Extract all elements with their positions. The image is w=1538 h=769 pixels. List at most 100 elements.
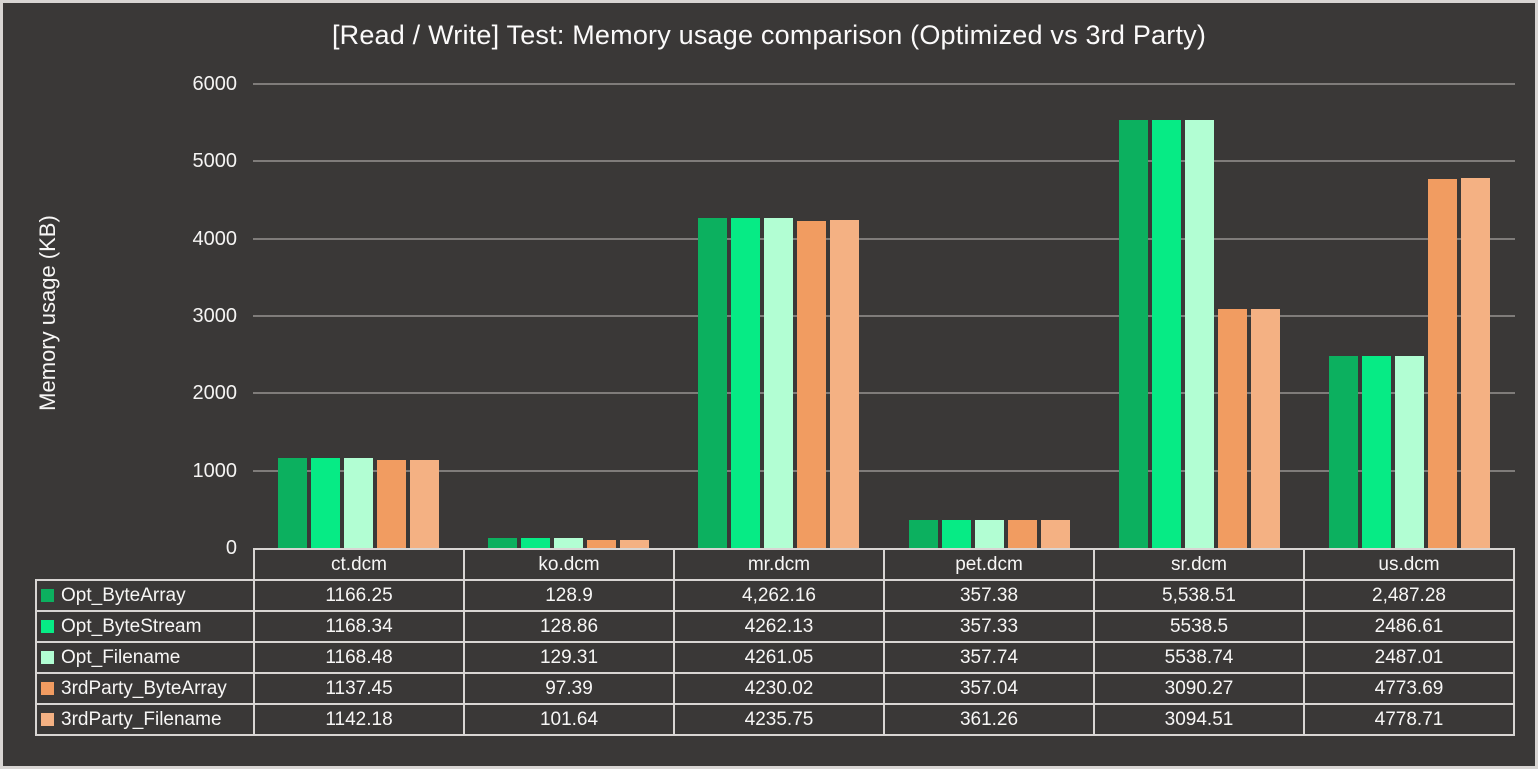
- table-header-sr.dcm: sr.dcm: [1093, 548, 1305, 581]
- bar-group-mr.dcm: [674, 84, 884, 548]
- data-table: ct.dcm ko.dcm mr.dcm pet.dcm sr.dcm us.dcm Opt…: [35, 548, 1515, 736]
- table-cell: 5,538.51: [1093, 579, 1305, 612]
- table-cell: 4262.13: [673, 610, 885, 643]
- bar-Opt_ByteArray-sr.dcm: [1118, 120, 1148, 548]
- table-row: 3rdParty_ByteArray 1137.45 97.39 4230.02 357…: [35, 672, 1515, 705]
- bar-Opt_ByteArray-pet.dcm: [908, 520, 938, 548]
- series-name: Opt_ByteStream: [61, 615, 202, 637]
- bar-3rdParty_ByteArray-us.dcm: [1428, 179, 1458, 548]
- legend-row-label: 3rdParty_ByteArray: [35, 672, 255, 705]
- bar-Opt_ByteStream-us.dcm: [1362, 356, 1392, 548]
- legend-row-label: Opt_Filename: [35, 641, 255, 674]
- legend-marker-icon: [41, 619, 54, 633]
- y-tick-label: 6000: [192, 73, 238, 95]
- series-name: 3rdParty_Filename: [61, 708, 222, 730]
- gridline: [253, 315, 1515, 317]
- legend-marker-icon: [41, 650, 54, 664]
- legend-marker-icon: [41, 681, 54, 695]
- bar-Opt_ByteStream-sr.dcm: [1151, 120, 1181, 548]
- table-header-pet.dcm: pet.dcm: [883, 548, 1095, 581]
- table-header-mr.dcm: mr.dcm: [673, 548, 885, 581]
- table-cell: 1166.25: [253, 579, 465, 612]
- series-name: Opt_ByteArray: [61, 584, 186, 606]
- bar-3rdParty_ByteArray-sr.dcm: [1217, 309, 1247, 548]
- legend-marker-icon: [41, 712, 54, 726]
- series-name: 3rdParty_ByteArray: [61, 677, 227, 699]
- table-cell: 4773.69: [1303, 672, 1515, 705]
- bar-Opt_ByteArray-us.dcm: [1329, 356, 1359, 548]
- bar-group-sr.dcm: [1094, 84, 1304, 548]
- gridline: [253, 469, 1515, 472]
- bar-group-ko.dcm: [463, 84, 673, 548]
- bar-3rdParty_Filename-ko.dcm: [619, 540, 649, 548]
- gridline: [253, 160, 1515, 163]
- legend-row-label: Opt_ByteStream: [35, 610, 255, 643]
- table-cell: 361.26: [883, 703, 1095, 736]
- table-cell: 4778.71: [1303, 703, 1515, 736]
- table-cell: 2487.01: [1303, 641, 1515, 674]
- bar-3rdParty_Filename-us.dcm: [1461, 178, 1491, 548]
- table-row: Opt_ByteStream 1168.34 128.86 4262.13 357.33…: [35, 610, 1515, 643]
- table-header-row: ct.dcm ko.dcm mr.dcm pet.dcm sr.dcm us.dcm: [36, 548, 1515, 581]
- y-tick-label: 4000: [192, 227, 238, 250]
- table-cell: 2,487.28: [1303, 579, 1515, 612]
- table-cell: 1168.48: [253, 641, 465, 674]
- table-row: Opt_ByteArray 1166.25 128.9 4,262.16 357.38 5…: [35, 579, 1515, 612]
- y-axis-title: Memory usage (KB): [35, 215, 60, 411]
- bar-3rdParty_ByteArray-mr.dcm: [797, 221, 827, 548]
- bar-Opt_Filename-ct.dcm: [343, 458, 373, 548]
- gridline: [253, 237, 1515, 240]
- table-cell: 5538.5: [1093, 610, 1305, 643]
- table-cell: 1137.45: [253, 672, 465, 705]
- table-cell: 5538.74: [1093, 641, 1305, 674]
- bar-3rdParty_ByteArray-pet.dcm: [1007, 520, 1037, 548]
- table-cell: 101.64: [463, 703, 675, 736]
- table-cell: 129.31: [463, 641, 675, 674]
- bar-Opt_Filename-mr.dcm: [764, 218, 794, 548]
- bar-Opt_ByteStream-pet.dcm: [941, 520, 971, 548]
- table-cell: 3090.27: [1093, 672, 1305, 705]
- legend-row-label: 3rdParty_Filename: [35, 703, 255, 736]
- bar-Opt_ByteStream-mr.dcm: [731, 218, 761, 548]
- table-cell: 357.74: [883, 641, 1095, 674]
- table-row: 3rdParty_Filename 1142.18 101.64 4235.75 361…: [35, 703, 1515, 736]
- bar-3rdParty_Filename-ct.dcm: [409, 460, 439, 548]
- bar-Opt_ByteStream-ko.dcm: [520, 538, 550, 548]
- bar-Opt_ByteArray-ct.dcm: [277, 458, 307, 548]
- bar-3rdParty_ByteArray-ct.dcm: [376, 460, 406, 548]
- bar-3rdParty_ByteArray-ko.dcm: [586, 540, 616, 548]
- table-cell: 97.39: [463, 672, 675, 705]
- series-name: Opt_Filename: [61, 646, 181, 668]
- bar-group-ct.dcm: [253, 84, 463, 548]
- table-header-ct.dcm: ct.dcm: [253, 548, 465, 581]
- table-cell: 1168.34: [253, 610, 465, 643]
- y-tick-label: 0: [225, 537, 237, 559]
- bar-Opt_Filename-us.dcm: [1395, 356, 1425, 548]
- bar-Opt_ByteArray-ko.dcm: [487, 538, 517, 548]
- table-cell: 128.9: [463, 579, 675, 612]
- table-corner-cell: [36, 549, 254, 580]
- bar-3rdParty_Filename-pet.dcm: [1040, 520, 1070, 548]
- table-cell: 4,262.16: [673, 579, 885, 612]
- plot-area: [253, 83, 1515, 548]
- bar-3rdParty_Filename-mr.dcm: [830, 220, 860, 548]
- table-cell: 1142.18: [253, 703, 465, 736]
- table-cell: 2486.61: [1303, 610, 1515, 643]
- table-row: Opt_Filename 1168.48 129.31 4261.05 357.74 55…: [35, 641, 1515, 674]
- table-cell: 357.38: [883, 579, 1095, 612]
- bar-group-pet.dcm: [884, 84, 1094, 548]
- table-header-us.dcm: us.dcm: [1303, 548, 1515, 581]
- table-cell: 4230.02: [673, 672, 885, 705]
- bar-Opt_Filename-pet.dcm: [974, 520, 1004, 548]
- table-header-ko.dcm: ko.dcm: [463, 548, 675, 581]
- bar-3rdParty_Filename-sr.dcm: [1250, 309, 1280, 548]
- gridline: [253, 392, 1515, 395]
- chart-title: [Read / Write] Test: Memory usage compar…: [331, 20, 1207, 50]
- table-cell: 4261.05: [673, 641, 885, 674]
- bar-Opt_Filename-ko.dcm: [553, 538, 583, 548]
- bar-Opt_ByteStream-ct.dcm: [310, 458, 340, 548]
- y-tick-label: 5000: [192, 150, 238, 173]
- table-cell: 128.86: [463, 610, 675, 643]
- bar-Opt_Filename-sr.dcm: [1184, 120, 1214, 548]
